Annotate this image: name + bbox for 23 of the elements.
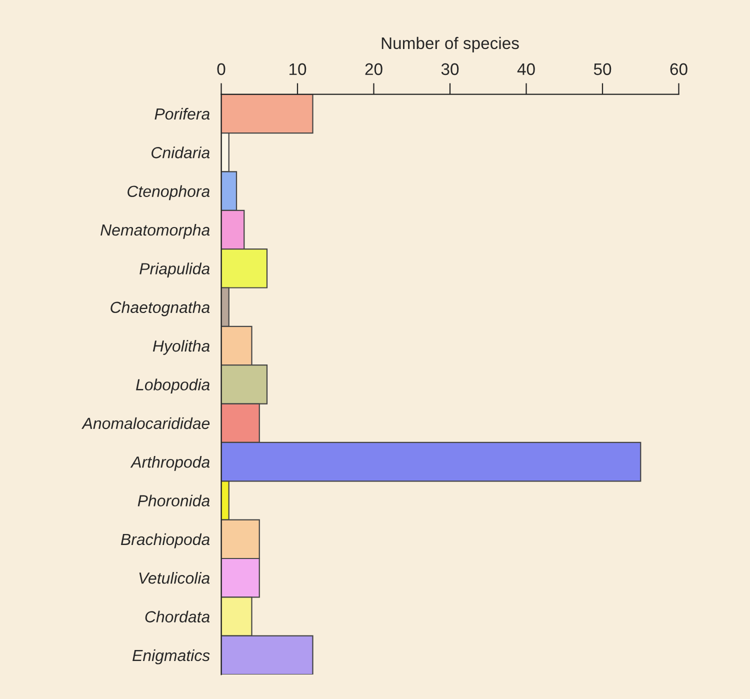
y-tick-label: Lobopodia (136, 378, 210, 394)
x-tick-label: 40 (517, 63, 535, 76)
x-tick-label: 30 (441, 63, 459, 76)
y-tick-label: Ctenophora (128, 185, 210, 200)
y-tick-label: Nematomorpha (100, 224, 210, 239)
y-tick-label: Chordata (145, 610, 210, 622)
x-tick-label: 50 (594, 63, 612, 76)
y-tick-label: Enigmatics (132, 649, 210, 664)
y-tick-label: Vetulicolia (139, 572, 210, 584)
y-tick-label: Porifera (154, 108, 210, 120)
y-tick-label: Chaetognatha (110, 301, 210, 316)
y-tick-label: Anomalocarididae (82, 417, 210, 430)
x-tick-label: 20 (365, 63, 382, 76)
y-tick-label: Brachiopoda (120, 533, 210, 548)
y-tick-label: Arthropoda (130, 456, 210, 471)
y-tick-label: Phoronida (138, 494, 210, 506)
x-tick-label: 10 (290, 63, 306, 76)
y-tick-label: Hyolitha (152, 340, 210, 355)
x-tick-label: 60 (670, 63, 688, 76)
y-tick-label: Cnidaria (152, 146, 210, 158)
y-tick-label: Priapulida (140, 262, 210, 278)
x-tick-label: 0 (217, 63, 226, 76)
x-axis-title: Number of species (382, 36, 519, 52)
